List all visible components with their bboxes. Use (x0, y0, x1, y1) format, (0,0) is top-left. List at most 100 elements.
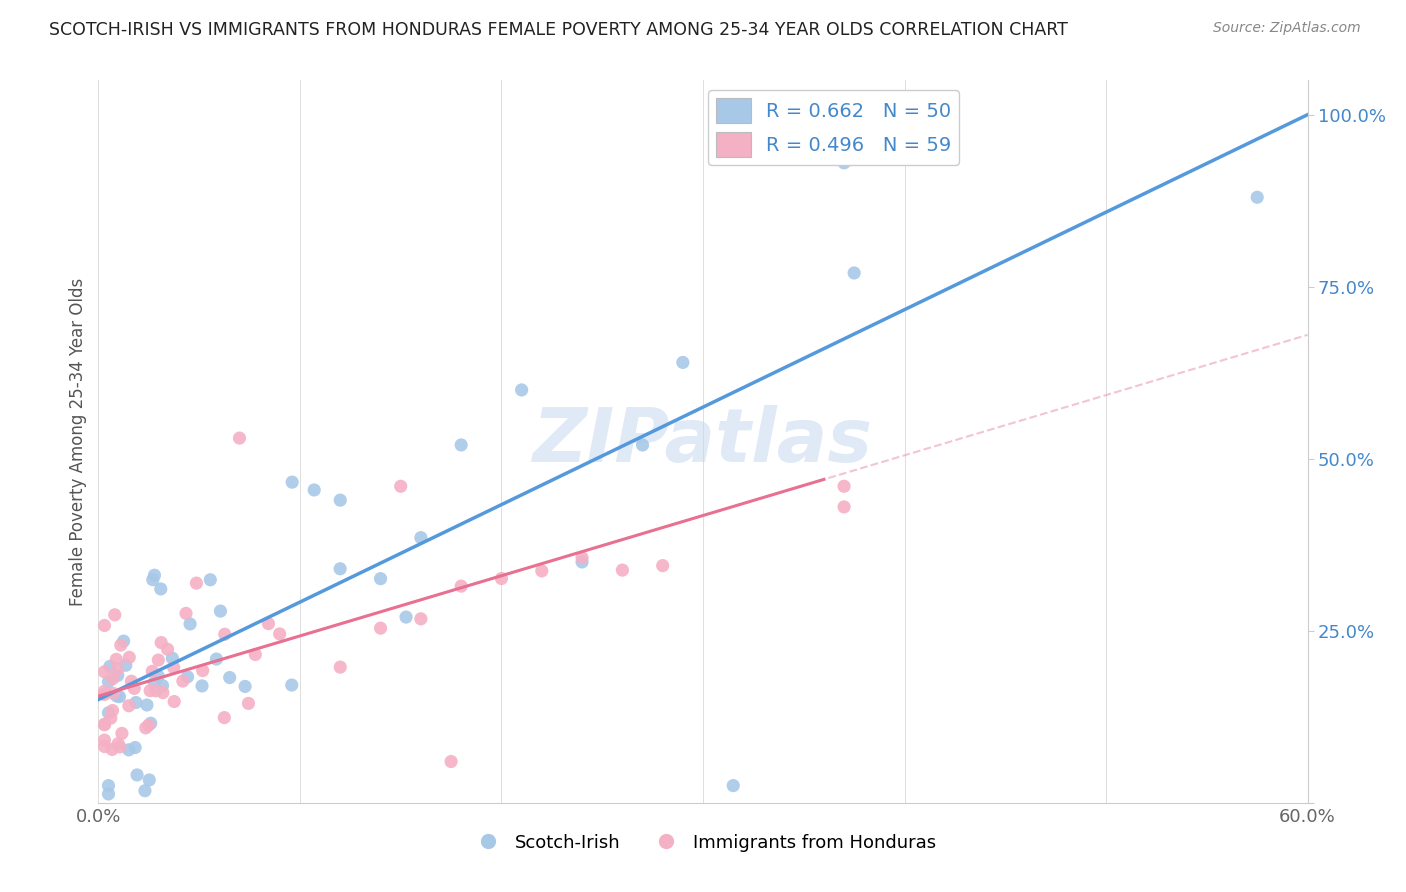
Point (97, 787, 120, 801)
Point (172, 673, 194, 688)
Point (844, 266, 866, 280)
Point (93, 717, 115, 731)
Point (93, 665, 115, 679)
Point (395, 610, 418, 624)
Point (134, 783, 156, 797)
Point (214, 627, 236, 641)
Point (370, 621, 392, 635)
Point (114, 658, 136, 673)
Point (118, 698, 141, 713)
Point (101, 672, 124, 686)
Point (832, 479, 855, 493)
Point (135, 698, 157, 712)
Point (150, 635, 173, 649)
Point (111, 726, 134, 740)
Point (209, 604, 232, 618)
Point (269, 627, 291, 641)
Point (672, 355, 695, 369)
Point (162, 651, 184, 665)
Point (530, 564, 553, 578)
Point (218, 671, 240, 685)
Point (143, 568, 166, 582)
Point (135, 721, 157, 735)
Point (186, 576, 208, 591)
Point (138, 772, 160, 787)
Point (98, 659, 121, 673)
Point (108, 739, 131, 754)
Point (107, 662, 129, 676)
Point (108, 690, 131, 704)
Point (214, 710, 236, 724)
Point (149, 582, 172, 596)
Point (329, 493, 352, 508)
Point (100, 711, 122, 725)
Point (228, 431, 250, 445)
Point (148, 653, 170, 667)
Point (125, 768, 148, 782)
Text: ZIPatlas: ZIPatlas (533, 405, 873, 478)
Point (163, 694, 186, 708)
Point (97, 706, 120, 720)
Point (139, 716, 162, 731)
Text: Source: ZipAtlas.com: Source: ZipAtlas.com (1213, 21, 1361, 35)
Point (832, 156, 855, 170)
Point (257, 616, 280, 631)
Point (138, 718, 160, 732)
Point (245, 648, 267, 662)
Point (146, 669, 169, 683)
Point (101, 704, 124, 718)
Point (281, 475, 304, 490)
Point (105, 652, 128, 666)
Point (93, 717, 115, 731)
Point (191, 664, 214, 678)
Point (370, 572, 392, 586)
Point (832, 500, 855, 514)
Point (107, 668, 129, 682)
Point (124, 740, 146, 755)
Point (93, 739, 115, 754)
Point (93, 618, 115, 632)
Point (389, 479, 412, 493)
Point (118, 743, 141, 757)
Point (329, 562, 352, 576)
Point (409, 531, 432, 545)
Point (103, 686, 125, 700)
Point (141, 665, 163, 679)
Point (651, 558, 673, 573)
Point (152, 685, 174, 699)
Point (1246, 190, 1268, 204)
Point (409, 612, 432, 626)
Point (142, 573, 165, 587)
Point (510, 383, 533, 397)
Point (723, 779, 745, 793)
Point (329, 660, 352, 674)
Point (152, 679, 174, 693)
Point (205, 652, 228, 666)
Y-axis label: Female Poverty Among 25-34 Year Olds: Female Poverty Among 25-34 Year Olds (69, 277, 87, 606)
Point (156, 642, 179, 657)
Point (440, 755, 463, 769)
Point (93, 684, 115, 698)
Point (139, 683, 162, 698)
Text: SCOTCH-IRISH VS IMMIGRANTS FROM HONDURAS FEMALE POVERTY AMONG 25-34 YEAR OLDS CO: SCOTCH-IRISH VS IMMIGRANTS FROM HONDURAS… (49, 21, 1069, 38)
Point (238, 697, 260, 711)
Point (97, 779, 120, 793)
Point (612, 563, 634, 577)
Point (93, 733, 115, 747)
Point (125, 696, 148, 710)
Point (571, 555, 593, 569)
Point (233, 680, 256, 694)
Point (163, 660, 186, 674)
Point (176, 670, 198, 684)
Point (104, 607, 127, 622)
Point (120, 674, 142, 689)
Point (281, 678, 304, 692)
Point (143, 675, 166, 690)
Legend: Scotch-Irish, Immigrants from Honduras: Scotch-Irish, Immigrants from Honduras (463, 826, 943, 859)
Point (631, 438, 654, 452)
Point (118, 650, 141, 665)
Point (200, 573, 222, 587)
Point (145, 683, 167, 698)
Point (179, 617, 201, 632)
Point (491, 572, 513, 586)
